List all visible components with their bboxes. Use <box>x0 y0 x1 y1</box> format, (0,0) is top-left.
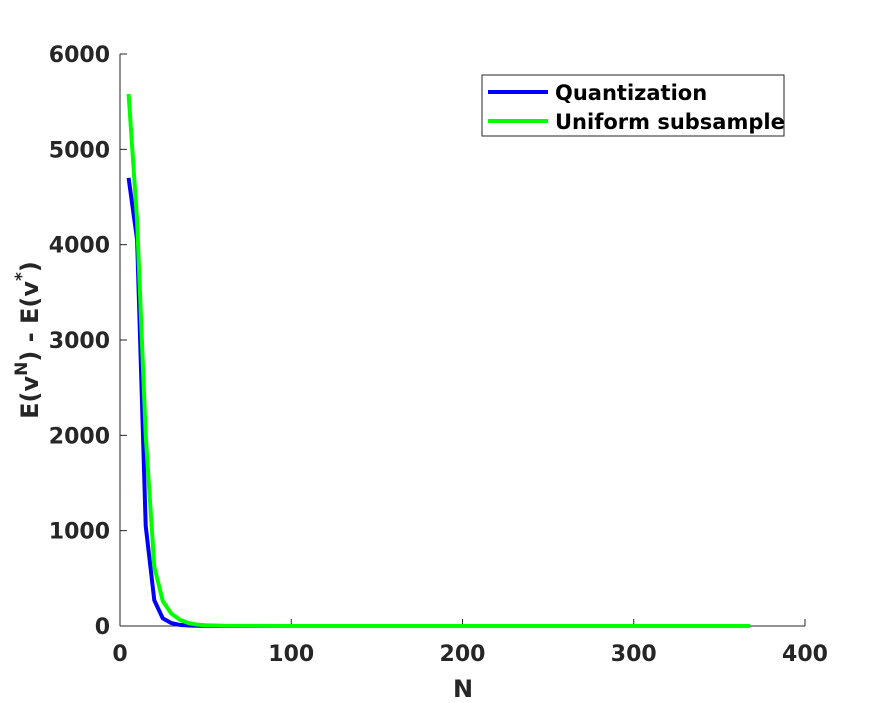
x-tick-label: 100 <box>268 642 314 667</box>
series-line-quantization <box>126 177 751 628</box>
y-tick-label: 6000 <box>49 43 110 68</box>
x-tick-label: 400 <box>782 642 828 667</box>
legend: Quantization Uniform subsample <box>481 74 785 137</box>
y-tick-label: 1000 <box>49 520 110 545</box>
y-label-superscript-1: N <box>12 362 32 376</box>
x-tick-label: 200 <box>440 642 486 667</box>
y-tick-label: 4000 <box>49 234 110 259</box>
series-line-uniform-subsample <box>126 93 751 628</box>
x-tick-label: 300 <box>611 642 657 667</box>
y-label-part-2: ) - E(v <box>16 281 44 362</box>
axes <box>119 53 806 627</box>
legend-box <box>481 74 785 137</box>
x-axis-label: N <box>453 675 473 703</box>
y-label-part-3: ) <box>16 261 44 272</box>
y-tick-label: 5000 <box>49 138 110 163</box>
y-tick-label: 2000 <box>49 424 110 449</box>
legend-label-quantization: Quantization <box>555 81 707 105</box>
legend-label-uniform-subsample: Uniform subsample <box>555 110 785 134</box>
y-tick-label: 0 <box>95 615 110 640</box>
y-label-part-1: E(v <box>16 376 44 419</box>
y-axis-label: E(vN) - E(v*) <box>12 261 44 419</box>
y-label-superscript-2: * <box>12 272 32 281</box>
series-lines <box>126 93 751 628</box>
x-tick-label: 0 <box>112 642 127 667</box>
y-tick-label: 3000 <box>49 329 110 354</box>
